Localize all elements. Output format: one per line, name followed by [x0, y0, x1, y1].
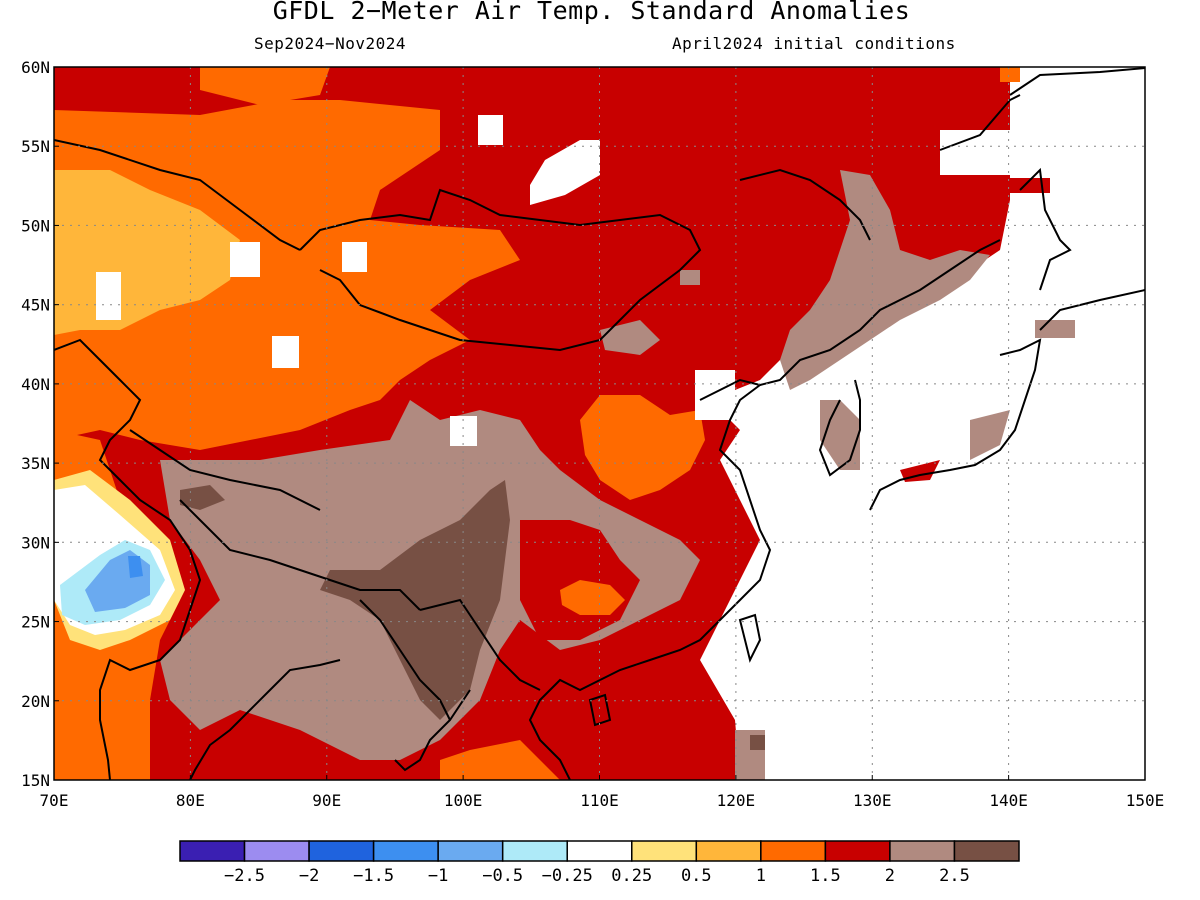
lat-tick-label: 30N [21, 533, 50, 552]
lat-tick-label: 45N [21, 296, 50, 315]
lon-tick-label: 130E [853, 791, 892, 810]
axis-ticks: 70E 80E 90E 100E 110E 120E 130E 140E 150E 60N 55N 5… [21, 58, 1164, 810]
lat-tick-label: 40N [21, 375, 50, 394]
lat-tick-label: 15N [21, 771, 50, 790]
chart-title: GFDL 2−Meter Air Temp. Standard Anomalie… [272, 0, 911, 25]
lat-tick-label: 50N [21, 216, 50, 235]
colorbar-label: 1 [756, 866, 766, 886]
lon-tick-label: 140E [989, 791, 1028, 810]
initial-conditions: April2024 initial conditions [672, 34, 956, 53]
graticule [54, 67, 1145, 780]
lon-tick-label: 110E [580, 791, 619, 810]
colorbar-swatch [889, 840, 956, 862]
colorbar-swatch [760, 840, 827, 862]
colorbar-swatch [243, 840, 310, 862]
colorbar-swatch [824, 840, 891, 862]
colorbar-label: 0.25 [611, 866, 652, 886]
lon-tick-label: 100E [444, 791, 483, 810]
lat-tick-label: 20N [21, 692, 50, 711]
colorbar-label: −1.5 [353, 866, 394, 886]
colorbar-swatch [631, 840, 698, 862]
colorbar-label: −2 [299, 866, 319, 886]
lon-tick-label: 120E [717, 791, 756, 810]
colorbar-swatch [308, 840, 375, 862]
colorbar-label: 2.5 [939, 866, 970, 886]
lon-tick-label: 90E [312, 791, 341, 810]
lat-tick-label: 25N [21, 613, 50, 632]
colorbar-label: 1.5 [810, 866, 841, 886]
colorbar-swatch [695, 840, 762, 862]
colorbar-swatch [179, 840, 246, 862]
anomaly-region-gt-2.5 [320, 480, 510, 720]
lat-tick-label: 55N [21, 137, 50, 156]
colorbar-label: −1 [428, 866, 448, 886]
colorbar-label: −2.5 [224, 866, 265, 886]
coastlines-and-borders [54, 67, 1145, 780]
colorbar: −2.5 −2 −1.5 −1 −0.5 −0.25 0.25 0.5 1 1.5 2 2.5 [179, 840, 1020, 886]
colorbar-swatch [501, 840, 568, 862]
colorbar-label: −0.5 [482, 866, 523, 886]
colorbar-swatch [953, 840, 1020, 862]
lat-tick-label: 60N [21, 58, 50, 77]
anomaly-field [54, 67, 1145, 780]
lat-tick-label: 35N [21, 454, 50, 473]
colorbar-label: 2 [885, 866, 895, 886]
colorbar-label: 0.5 [681, 866, 712, 886]
forecast-period: Sep2024−Nov2024 [254, 34, 406, 53]
no-data-ocean [700, 67, 1145, 780]
lon-tick-label: 70E [40, 791, 69, 810]
colorbar-swatch [566, 840, 633, 862]
colorbar-swatch [437, 840, 504, 862]
lon-tick-label: 80E [176, 791, 205, 810]
colorbar-swatch [372, 840, 439, 862]
lon-tick-label: 150E [1126, 791, 1165, 810]
anomaly-region-1.5 [54, 100, 520, 450]
colorbar-label: −0.25 [542, 866, 593, 886]
